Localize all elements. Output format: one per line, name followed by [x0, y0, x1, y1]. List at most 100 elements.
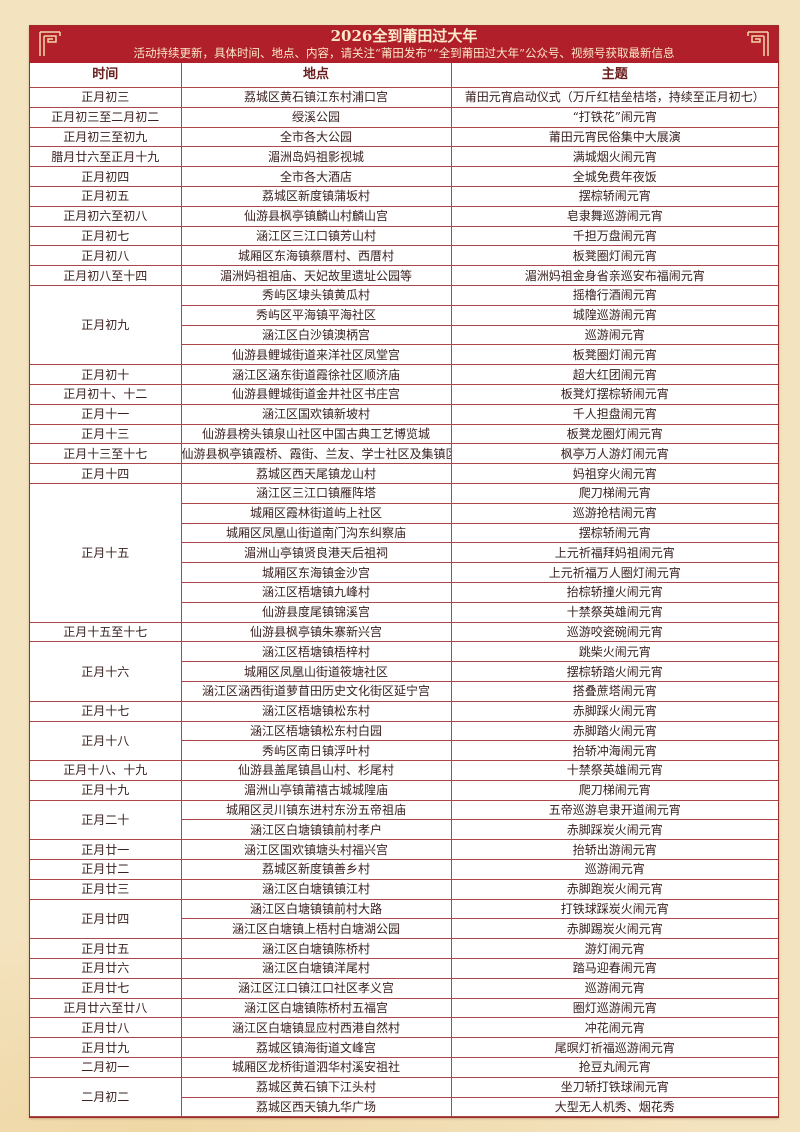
event-schedule-sheet: 2026全到莆田过大年 活动持续更新，具体时间、地点、内容，请关注“莆田发布”“… — [29, 25, 779, 1119]
event-place: 城厢区东海镇蔡厝村、西厝村 — [180, 245, 452, 267]
table-row: 正月廿一 涵江区国欢镇塘头村福兴宫 抬轿出游闹元宵 — [30, 839, 778, 861]
event-time: 正月十六 — [30, 641, 182, 702]
table-row: 城厢区霞林街道屿上社区 巡游抢桔闹元宵 — [30, 502, 778, 524]
event-time: 正月十四 — [30, 463, 182, 484]
table-row: 正月廿八 涵江区白塘镇显应村西港自然村 冲花闹元宵 — [30, 1017, 778, 1039]
table-row: 正月廿五 涵江区白塘镇陈桥村 游灯闹元宵 — [30, 938, 778, 960]
event-time: 正月十九 — [30, 779, 182, 801]
event-theme: 坐刀轿打铁球闹元宵 — [450, 1076, 778, 1098]
table-row: 正月初十、十二 仙游县鲤城街道金井社区书庄宫 板凳灯摆棕轿闹元宵 — [30, 383, 778, 405]
table-row: 正月廿三 涵江区白塘镇镇江村 赤脚跑炭火闹元宵 — [30, 878, 778, 900]
event-time: 正月廿一 — [30, 839, 182, 861]
event-time: 正月十三至十七 — [30, 443, 182, 465]
event-place: 仙游县鲤城街道金井社区书庄宫 — [180, 383, 452, 405]
table-row: 正月初三至初九 全市各大公园 莆田元宵民俗集中大展演 — [30, 126, 778, 148]
event-place: 湄洲山亭镇贤良港天后祖祠 — [181, 542, 452, 564]
event-time: 正月十七 — [30, 700, 182, 722]
schedule-table-body: 正月初三 荔城区黄石镇江东村浦口宫 莆田元宵启动仪式（万斤红桔垒桔塔，持续至正月初七… — [30, 87, 778, 1118]
event-theme: 板凳龙圈灯闹元宵 — [450, 423, 778, 445]
table-row: 二月初二 荔城区黄石镇下江头村 坐刀轿打铁球闹元宵 — [30, 1076, 778, 1118]
table-row: 正月廿六 涵江区白塘镇洋尾村 踏马迎春闹元宵 — [30, 958, 778, 979]
event-theme: 十禁祭英雄闹元宵 — [450, 760, 778, 781]
event-time: 正月廿四 — [30, 898, 182, 940]
table-row: 正月十一 涵江区国欢镇新坡村 千人担盘闹元宵 — [30, 403, 778, 425]
event-place: 荔城区西天尾镇龙山村 — [180, 463, 452, 484]
event-place: 仙游县枫亭镇朱寨新兴宫 — [180, 621, 452, 643]
event-time: 正月廿六至廿八 — [30, 997, 182, 1019]
event-place: 涵江区梧塘镇松东村白园 — [180, 720, 452, 742]
table-row: 正月初三至二月初二 绶溪公园 “打铁花”闹元宵 — [30, 106, 778, 128]
event-theme: 皂隶舞巡游闹元宵 — [450, 205, 778, 227]
table-row: 城厢区东海镇金沙宫 上元祈福万人圈灯闹元宵 — [30, 562, 778, 583]
event-place: 全市各大酒店 — [180, 166, 452, 187]
event-place: 涵江区江口镇江口社区孝义宫 — [180, 977, 452, 999]
table-row: 正月十七 涵江区梧塘镇松东村 赤脚踩火闹元宵 — [30, 700, 778, 722]
event-time: 正月十三 — [30, 423, 182, 445]
table-row: 仙游县度尾镇锦溪宫 十禁祭英雄闹元宵 — [30, 601, 778, 623]
event-place: 涵江区梧塘镇松东村 — [180, 700, 452, 722]
event-time: 正月初五 — [30, 185, 182, 207]
event-time: 正月廿九 — [30, 1037, 182, 1059]
event-theme: 莆田元宵启动仪式（万斤红桔垒桔塔，持续至正月初七） — [450, 87, 778, 108]
event-place: 仙游县盖尾镇昌山村、杉尾村 — [180, 760, 452, 781]
event-time: 正月初三至初九 — [30, 126, 182, 148]
event-place: 仙游县度尾镇锦溪宫 — [181, 601, 452, 623]
event-time: 正月初十 — [30, 364, 182, 385]
table-row: 正月十三 仙游县榜头镇泉山社区中国古典工艺博览城 板凳龙圈灯闹元宵 — [30, 423, 778, 445]
event-theme: 妈祖穿火闹元宵 — [450, 463, 778, 484]
event-place: 涵江区白沙镇澳柄宫 — [181, 324, 452, 346]
event-time: 二月初一 — [30, 1057, 182, 1078]
event-place: 湄洲山亭镇莆禧古城城隍庙 — [180, 779, 452, 801]
event-time: 正月初三 — [30, 87, 182, 108]
fret-ornament-icon — [747, 31, 769, 56]
event-theme: 巡游闹元宵 — [450, 859, 778, 880]
table-row: 涵江区白沙镇澳柄宫 巡游闹元宵 — [30, 324, 778, 346]
table-row: 正月初七 涵江区三江口镇芳山村 千担万盘闹元宵 — [30, 225, 778, 247]
event-place: 秀屿区埭头镇黄瓜村 — [180, 284, 452, 306]
event-place: 涵江区白塘镇陈桥村五福宫 — [180, 997, 452, 1019]
event-place: 仙游县榜头镇泉山社区中国古典工艺博览城 — [180, 423, 452, 445]
event-theme: 满城烟火闹元宵 — [450, 146, 778, 168]
event-place: 涵江区白塘镇显应村西港自然村 — [180, 1017, 452, 1039]
event-place: 涵江区三江口镇雁阵塔 — [180, 482, 452, 504]
event-theme: 圈灯巡游闹元宵 — [450, 997, 778, 1019]
event-time: 正月初八至十四 — [30, 265, 182, 286]
event-time: 正月十一 — [30, 403, 182, 425]
event-theme: 抬轿出游闹元宵 — [450, 839, 778, 861]
column-header-theme: 主题 — [450, 63, 778, 88]
page-title: 2026全到莆田过大年 — [330, 27, 478, 45]
table-row: 秀屿区南日镇浮叶村 抬轿冲海闹元宵 — [30, 740, 778, 762]
event-theme: 千担万盘闹元宵 — [450, 225, 778, 247]
event-time: 正月十五 — [30, 482, 182, 623]
event-theme: 搭叠蔗塔闹元宵 — [450, 680, 778, 702]
title-banner: 2026全到莆田过大年 活动持续更新，具体时间、地点、内容，请关注“莆田发布”“… — [30, 26, 778, 63]
table-row: 正月廿二 荔城区新度镇善乡村 巡游闹元宵 — [30, 859, 778, 880]
event-theme: 巡游抢桔闹元宵 — [450, 502, 778, 524]
event-time: 正月十五至十七 — [30, 621, 182, 643]
event-place: 秀屿区平海镇平海社区 — [181, 304, 452, 326]
event-time: 二月初二 — [30, 1076, 182, 1118]
table-row: 正月初三 荔城区黄石镇江东村浦口宫 莆田元宵启动仪式（万斤红桔垒桔塔，持续至正月初七… — [30, 87, 778, 108]
table-row: 正月初八 城厢区东海镇蔡厝村、西厝村 板凳圈灯闹元宵 — [30, 245, 778, 267]
event-theme: 打铁球踩炭火闹元宵 — [450, 898, 778, 920]
event-theme: 板凳圈灯闹元宵 — [450, 344, 778, 366]
event-time: 正月十八 — [30, 720, 182, 762]
event-time: 正月廿二 — [30, 859, 182, 880]
event-place: 荔城区镇海街道文峰宫 — [180, 1037, 452, 1059]
event-theme: 超大红团闹元宵 — [450, 364, 778, 385]
table-row: 正月初十 涵江区涵东街道霞徐社区顺济庙 超大红团闹元宵 — [30, 364, 778, 385]
event-place: 荔城区新度镇蒲坂村 — [180, 185, 452, 207]
event-theme: 抢豆丸闹元宵 — [450, 1057, 778, 1078]
table-row: 荔城区西天镇九华广场 大型无人机秀、烟花秀 — [30, 1096, 778, 1118]
event-place: 荔城区黄石镇下江头村 — [180, 1076, 452, 1098]
event-place: 城厢区东海镇金沙宫 — [181, 562, 452, 583]
event-theme: “打铁花”闹元宵 — [450, 106, 778, 128]
table-row: 正月廿七 涵江区江口镇江口社区孝义宫 巡游闹元宵 — [30, 977, 778, 999]
event-theme: 抬轿冲海闹元宵 — [450, 740, 778, 762]
page-subtitle: 活动持续更新，具体时间、地点、内容，请关注“莆田发布”“全到莆田过大年”公众号、… — [133, 46, 675, 60]
table-row: 正月十三至十七 仙游县枫亭镇霞桥、霞街、兰友、学士社区及集镇区 枫亭万人游灯闹元宵 — [30, 443, 778, 465]
event-place: 城厢区龙桥街道泗华村溪安祖社 — [180, 1057, 452, 1078]
event-place: 荔城区新度镇善乡村 — [180, 859, 452, 880]
table-row: 正月十六 涵江区梧塘镇梧梓村 跳柴火闹元宵 — [30, 641, 778, 702]
event-theme: 尾暝灯祈福巡游闹元宵 — [450, 1037, 778, 1059]
